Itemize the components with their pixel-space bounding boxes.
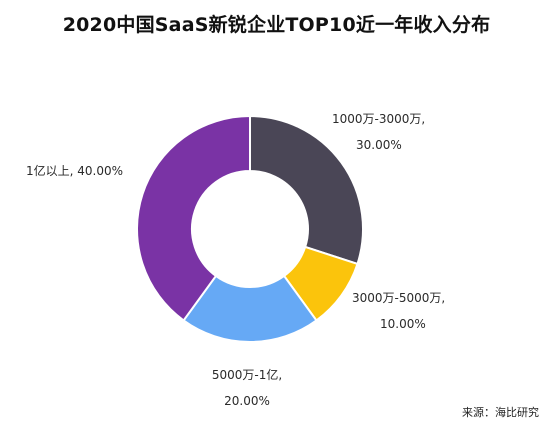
slice-label-0: 1000万-3000万, 30.00% <box>332 106 425 158</box>
slice-label-3-name-value: 1亿以上, 40.00% <box>26 164 124 178</box>
slice-label-0-name: 1000万-3000万, <box>332 112 426 126</box>
chart-title: 2020中国SaaS新锐企业TOP10近一年收入分布 <box>62 14 491 36</box>
donut-slice-0 <box>249 114 364 266</box>
donut-slice-3 <box>136 114 251 322</box>
slice-label-2-name: 5000万-1亿, <box>211 368 283 382</box>
slice-label-2: 5000万-1亿, 20.00% <box>192 362 302 414</box>
slice-label-1-value: 10.00% <box>380 317 426 331</box>
donut-slice-2 <box>182 274 318 343</box>
slice-label-2-value: 20.00% <box>224 394 270 408</box>
slice-label-1: 3000万-5000万, 10.00% <box>352 285 445 337</box>
slice-label-0-value: 30.00% <box>356 138 402 152</box>
slice-label-3: 1亿以上, 40.00% <box>26 158 123 184</box>
slice-label-1-name: 3000万-5000万, <box>352 291 446 305</box>
source-note: 来源：海比研究 <box>462 406 539 419</box>
